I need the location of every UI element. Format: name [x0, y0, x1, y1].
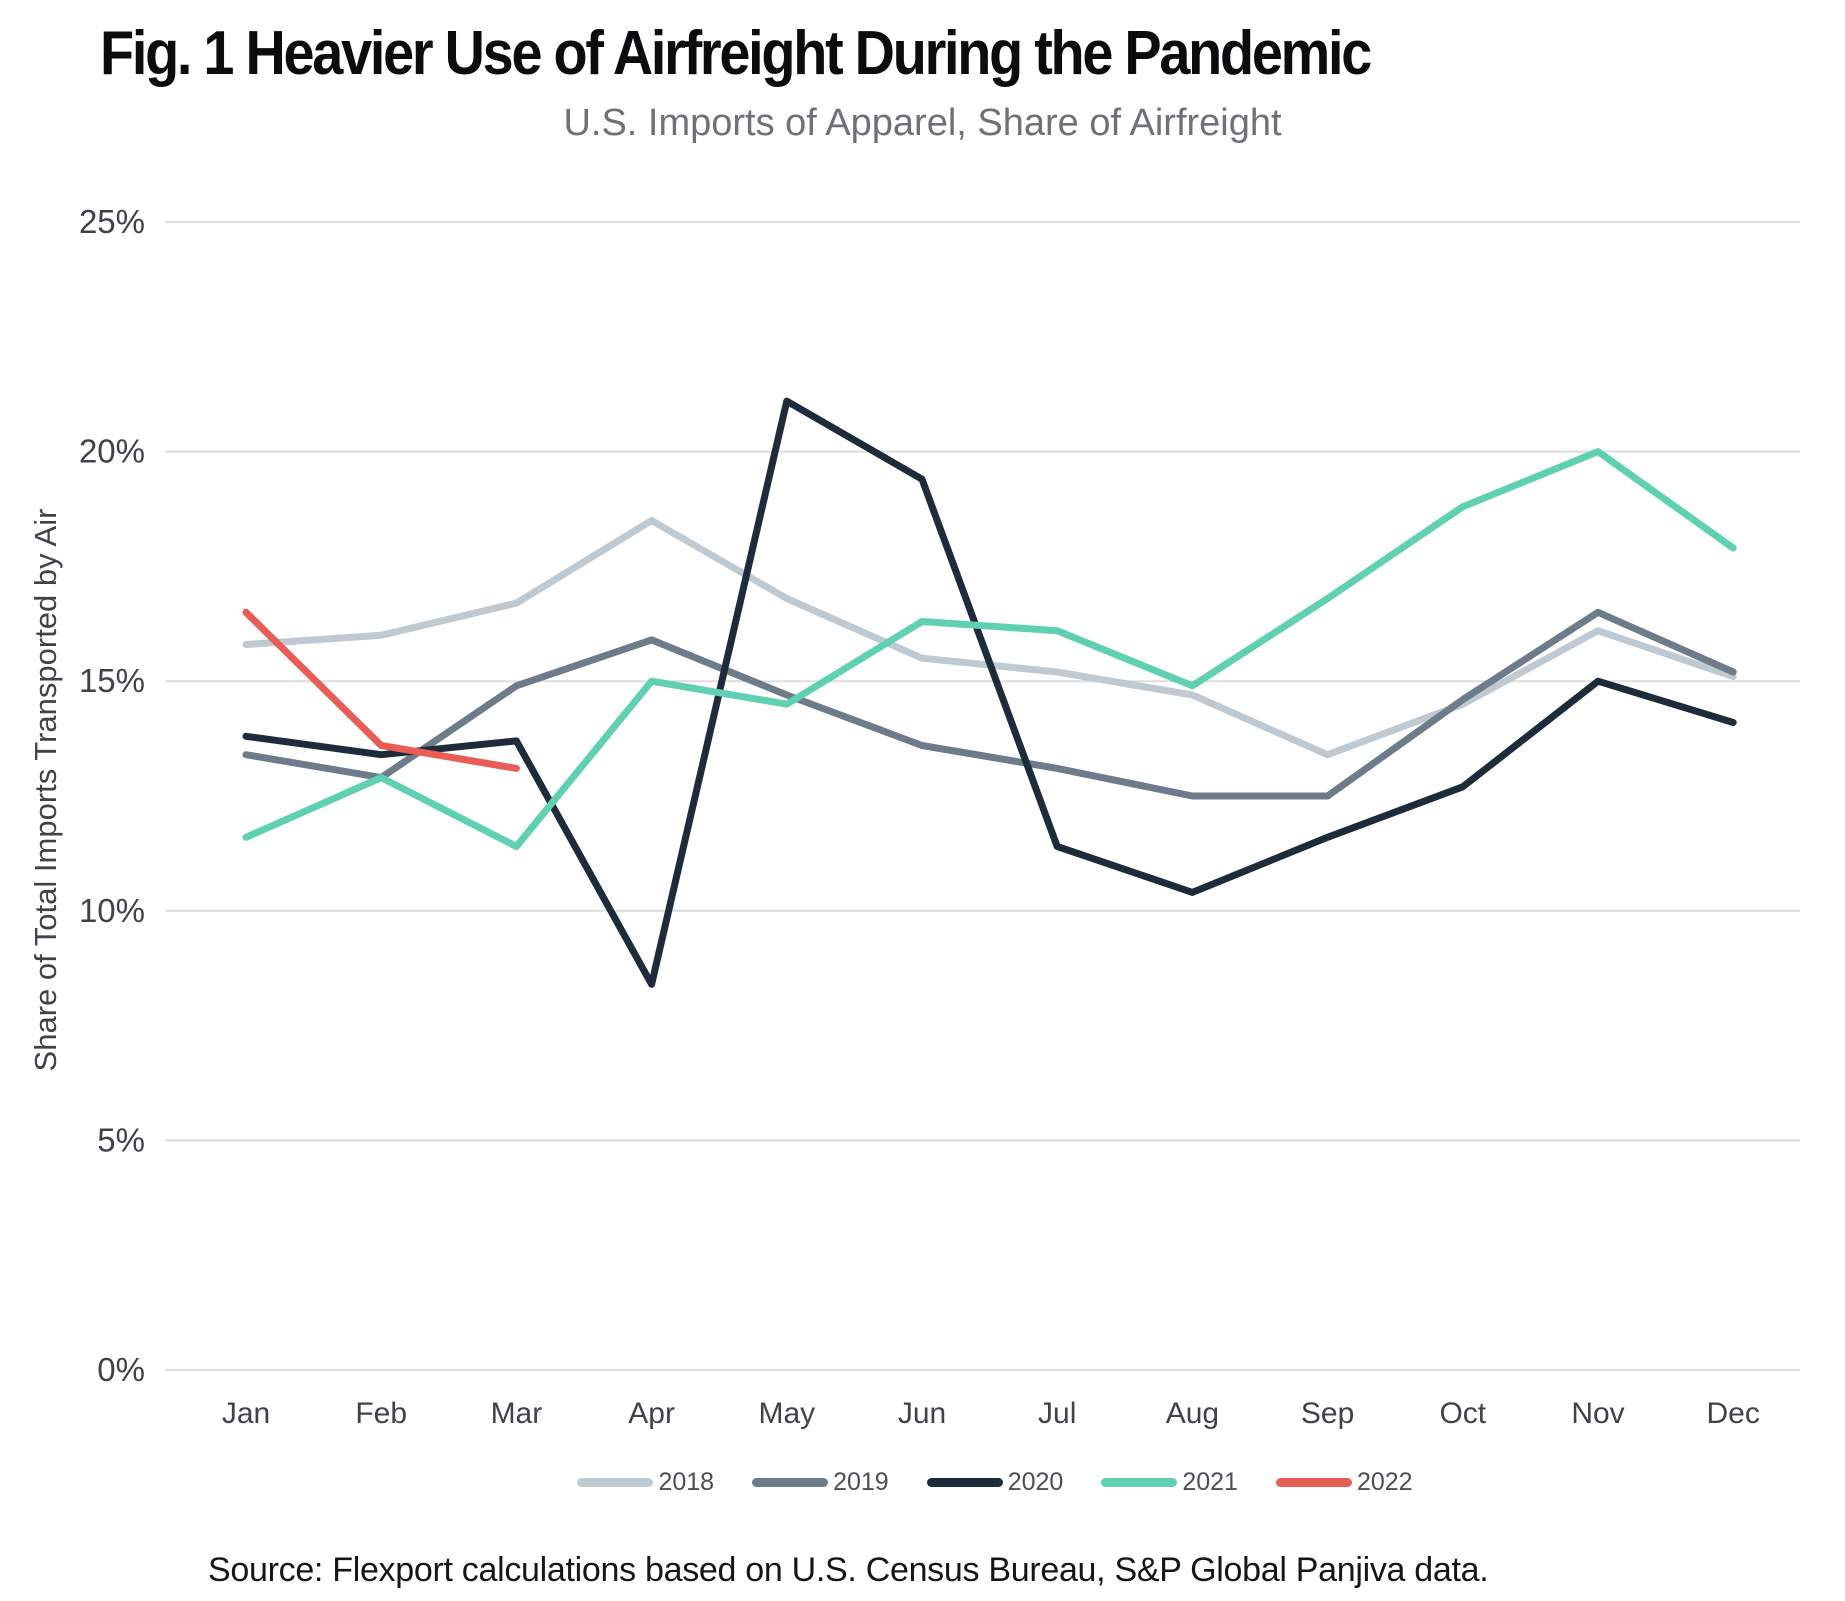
- x-tick-label-feb: Feb: [355, 1397, 407, 1430]
- legend-item-2022: 2022: [1275, 1468, 1413, 1497]
- legend-item-2020: 2020: [926, 1468, 1064, 1497]
- y-tick-label: 5%: [97, 1121, 145, 1158]
- x-tick-label-jul: Jul: [1038, 1397, 1076, 1430]
- x-tick-label-nov: Nov: [1571, 1397, 1624, 1430]
- y-tick-label: 20%: [79, 433, 145, 470]
- legend-label-2019: 2019: [833, 1468, 889, 1496]
- legend-label-2021: 2021: [1182, 1468, 1238, 1496]
- y-tick-label: 0%: [97, 1351, 145, 1388]
- x-tick-label-sep: Sep: [1301, 1397, 1354, 1430]
- x-tick-label-oct: Oct: [1439, 1397, 1486, 1430]
- x-tick-label-apr: Apr: [628, 1397, 675, 1430]
- y-tick-label: 25%: [79, 203, 145, 240]
- y-tick-label: 15%: [79, 662, 145, 699]
- chart-title: Fig. 1 Heavier Use of Airfreight During …: [100, 19, 1372, 88]
- legend-item-2021: 2021: [1101, 1468, 1238, 1497]
- y-tick-label: 10%: [79, 892, 145, 929]
- legend-item-2018: 2018: [577, 1468, 714, 1497]
- x-tick-label-may: May: [758, 1397, 815, 1430]
- legend-swatch-2020: [926, 1478, 1003, 1487]
- series-line-2019: [242, 608, 1737, 800]
- legend-label-2022: 2022: [1356, 1468, 1413, 1496]
- chart-subtitle: U.S. Imports of Apparel, Share of Airfre…: [563, 102, 1282, 144]
- source-note: Source: Flexport calculations based on U…: [208, 1551, 1489, 1589]
- legend-swatch-2018: [577, 1478, 654, 1487]
- x-tick-label-jan: Jan: [222, 1397, 270, 1430]
- x-tick-label-dec: Dec: [1707, 1397, 1760, 1430]
- legend-swatch-2021: [1101, 1478, 1178, 1487]
- legend-swatch-2019: [752, 1478, 829, 1487]
- legend-label-2020: 2020: [1007, 1468, 1064, 1496]
- series-line-2021: [242, 448, 1737, 850]
- series-line-2020: [242, 397, 1737, 988]
- x-tick-label-aug: Aug: [1166, 1397, 1219, 1430]
- legend-label-2018: 2018: [658, 1468, 715, 1496]
- series-line-2022: [242, 608, 520, 772]
- x-tick-label-jun: Jun: [898, 1397, 946, 1430]
- chart-legend: 2018 2019 2020 2021 2022: [165, 1468, 1825, 1497]
- x-tick-label-mar: Mar: [491, 1397, 543, 1430]
- legend-swatch-2022: [1275, 1478, 1352, 1487]
- legend-item-2019: 2019: [752, 1468, 889, 1497]
